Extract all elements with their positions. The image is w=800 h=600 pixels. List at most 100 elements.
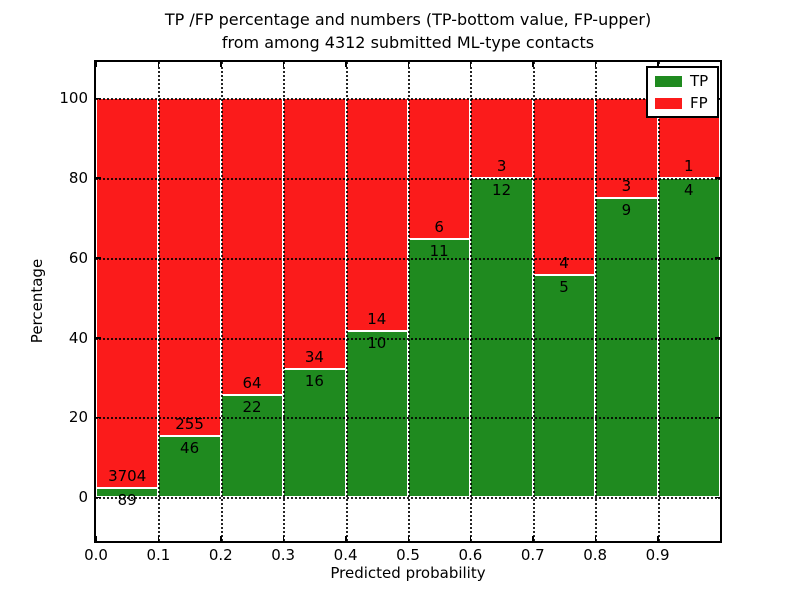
y-tick-left xyxy=(96,97,101,100)
x-tick-bottom xyxy=(469,536,472,541)
v-gridline xyxy=(595,62,598,541)
x-tick-bottom xyxy=(532,536,534,541)
x-axis-label: Predicted probability xyxy=(330,564,486,582)
y-tick-left xyxy=(96,337,101,339)
y-tick-right xyxy=(715,177,720,179)
legend-entry-tp: TP xyxy=(655,73,708,89)
legend-swatch-fp-icon xyxy=(655,97,682,109)
bar-tp-segment xyxy=(408,238,471,498)
v-gridline xyxy=(220,62,223,541)
x-tick-top xyxy=(95,62,97,67)
tp-count-label: 46 xyxy=(180,439,200,458)
x-tick-bottom xyxy=(657,536,659,541)
x-tick-label: 0.0 xyxy=(84,546,108,564)
plot-area: 3704 89 255 46 64 22 34 16 14 10 6 11 3 12 4 5 3 9 1 4 TP F… xyxy=(94,60,722,543)
x-tick-top xyxy=(469,62,472,67)
tp-count-label: 5 xyxy=(559,278,569,297)
x-tick-top xyxy=(532,62,534,67)
v-gridline xyxy=(345,62,348,541)
v-gridline xyxy=(283,62,286,541)
legend-entry-fp: FP xyxy=(655,95,708,111)
v-gridline xyxy=(158,62,161,541)
x-tick-bottom xyxy=(282,536,285,541)
x-tick-label: 0.7 xyxy=(520,546,545,564)
fp-count-label: 34 xyxy=(304,348,324,367)
fp-count-label: 3704 xyxy=(108,466,147,485)
x-tick-bottom xyxy=(95,536,97,541)
bar-fp-segment xyxy=(220,98,284,396)
tp-count-label: 12 xyxy=(492,180,512,199)
v-gridline xyxy=(408,62,410,541)
bar-tp-segment xyxy=(96,487,159,498)
bar-fp-segment xyxy=(408,98,471,239)
x-tick-label: 0.3 xyxy=(271,546,296,564)
x-tick-label: 0.1 xyxy=(146,546,171,564)
legend: TP FP xyxy=(646,66,720,118)
y-tick-left xyxy=(96,496,101,499)
y-tick-label: 20 xyxy=(68,408,88,427)
x-tick-top xyxy=(157,62,160,67)
bar-tp-segment xyxy=(532,275,596,498)
fp-count-label: 6 xyxy=(434,217,444,236)
tp-count-label: 4 xyxy=(684,180,694,199)
fp-count-label: 3 xyxy=(496,156,507,175)
y-tick-label: 100 xyxy=(59,89,88,108)
legend-label-fp: FP xyxy=(690,94,708,112)
bar-fp-segment xyxy=(158,98,221,437)
fp-count-label: 4 xyxy=(559,254,569,273)
bar-fp-segment xyxy=(532,98,596,276)
x-tick-top xyxy=(407,62,409,67)
x-tick-label: 0.5 xyxy=(396,546,420,564)
x-tick-label: 0.2 xyxy=(208,546,233,564)
x-tick-label: 0.8 xyxy=(583,546,608,564)
x-tick-top xyxy=(220,62,222,67)
y-tick-right xyxy=(715,496,720,499)
y-tick-right xyxy=(715,257,720,259)
bar-tp-segment xyxy=(657,177,720,498)
fp-count-label: 14 xyxy=(367,309,387,328)
bar-fp-segment xyxy=(96,98,159,488)
fp-count-label: 1 xyxy=(684,156,694,175)
v-gridline xyxy=(470,62,473,541)
legend-swatch-tp-icon xyxy=(655,75,682,87)
bar-fp-segment xyxy=(470,98,533,178)
x-tick-top xyxy=(657,62,659,67)
y-tick-label: 60 xyxy=(68,248,88,267)
x-tick-bottom xyxy=(220,536,222,541)
legend-label-tp: TP xyxy=(690,72,709,90)
y-tick-right xyxy=(715,416,720,419)
x-tick-bottom xyxy=(345,536,347,541)
x-tick-top xyxy=(282,62,285,67)
fp-count-label: 64 xyxy=(242,374,262,393)
y-tick-left xyxy=(96,257,101,259)
bar-fp-segment xyxy=(283,98,346,370)
y-tick-left xyxy=(96,177,101,179)
y-tick-left xyxy=(96,416,101,419)
x-tick-label: 0.4 xyxy=(333,546,358,564)
bar-tp-segment xyxy=(220,395,284,498)
v-gridline xyxy=(532,62,535,541)
tp-count-label: 16 xyxy=(304,372,324,391)
v-gridline xyxy=(657,62,660,541)
x-tick-bottom xyxy=(594,536,597,541)
x-tick-label: 0.6 xyxy=(458,546,483,564)
tp-count-label: 10 xyxy=(367,333,387,352)
chart-title-line-1: TP /FP percentage and numbers (TP-bottom… xyxy=(164,10,652,29)
tp-count-label: 11 xyxy=(429,241,449,260)
fp-count-label: 255 xyxy=(175,415,204,434)
bar-tp-segment xyxy=(595,197,658,498)
x-tick-top xyxy=(345,62,347,67)
x-tick-label: 0.9 xyxy=(645,546,670,564)
tp-count-label: 9 xyxy=(621,200,632,219)
y-tick-label: 0 xyxy=(78,488,88,507)
x-tick-bottom xyxy=(157,536,160,541)
x-tick-top xyxy=(594,62,597,67)
x-tick-bottom xyxy=(407,536,409,541)
y-tick-label: 80 xyxy=(68,168,88,187)
bar-tp-segment xyxy=(345,330,408,498)
bar-tp-segment xyxy=(283,369,346,498)
chart-title-line-2: from among 4312 submitted ML-type contac… xyxy=(221,33,595,52)
y-tick-label: 40 xyxy=(68,328,88,347)
fp-count-label: 3 xyxy=(621,176,632,195)
